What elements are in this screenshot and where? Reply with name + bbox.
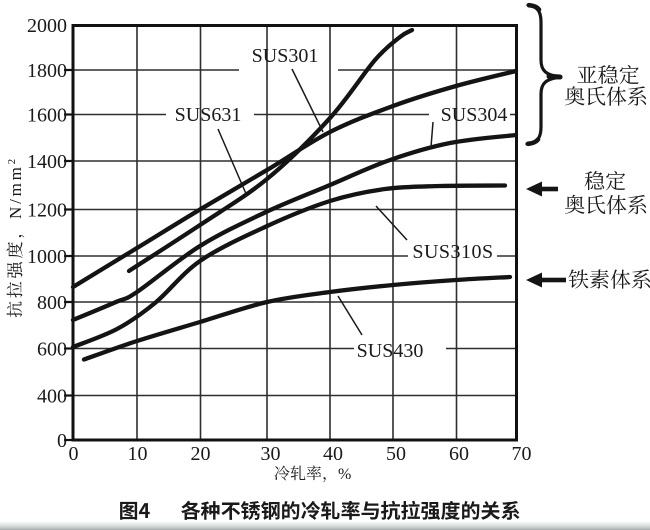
svg-text:抗拉强度，N/mm2: 抗拉强度，N/mm2	[6, 156, 25, 318]
svg-text:60: 60	[449, 443, 469, 465]
svg-text:0: 0	[69, 443, 79, 465]
svg-text:1800: 1800	[27, 60, 67, 82]
svg-text:冷轧率，%: 冷轧率，%	[274, 465, 351, 483]
svg-text:2000: 2000	[27, 15, 67, 37]
svg-text:10: 10	[128, 443, 148, 465]
svg-text:70: 70	[512, 443, 532, 465]
svg-text:40: 40	[323, 443, 343, 465]
svg-text:1200: 1200	[27, 200, 67, 222]
svg-text:400: 400	[37, 386, 67, 408]
svg-text:稳定: 稳定	[584, 170, 626, 194]
svg-text:奥氏体系: 奥氏体系	[564, 85, 648, 109]
svg-text:铁素体系: 铁素体系	[568, 268, 650, 292]
svg-text:1000: 1000	[27, 246, 67, 268]
svg-text:各种不锈钢的冷轧率与抗拉强度的关系: 各种不锈钢的冷轧率与抗拉强度的关系	[181, 495, 521, 524]
svg-text:SUS631: SUS631	[175, 104, 242, 126]
svg-text:SUS310S: SUS310S	[412, 241, 493, 263]
svg-text:SUS301: SUS301	[252, 45, 319, 67]
svg-text:800: 800	[37, 292, 67, 314]
svg-text:SUS304: SUS304	[441, 104, 508, 126]
svg-text:600: 600	[37, 339, 67, 361]
svg-text:0: 0	[57, 430, 67, 452]
svg-text:50: 50	[386, 443, 406, 465]
svg-text:1400: 1400	[27, 151, 67, 173]
svg-text:亚稳定: 亚稳定	[577, 64, 640, 88]
svg-text:图4: 图4	[119, 495, 151, 524]
svg-text:30: 30	[261, 443, 281, 465]
svg-text:1600: 1600	[27, 105, 67, 127]
svg-text:SUS430: SUS430	[357, 340, 424, 362]
svg-text:20: 20	[191, 443, 211, 465]
svg-text:奥氏体系: 奥氏体系	[564, 194, 648, 218]
